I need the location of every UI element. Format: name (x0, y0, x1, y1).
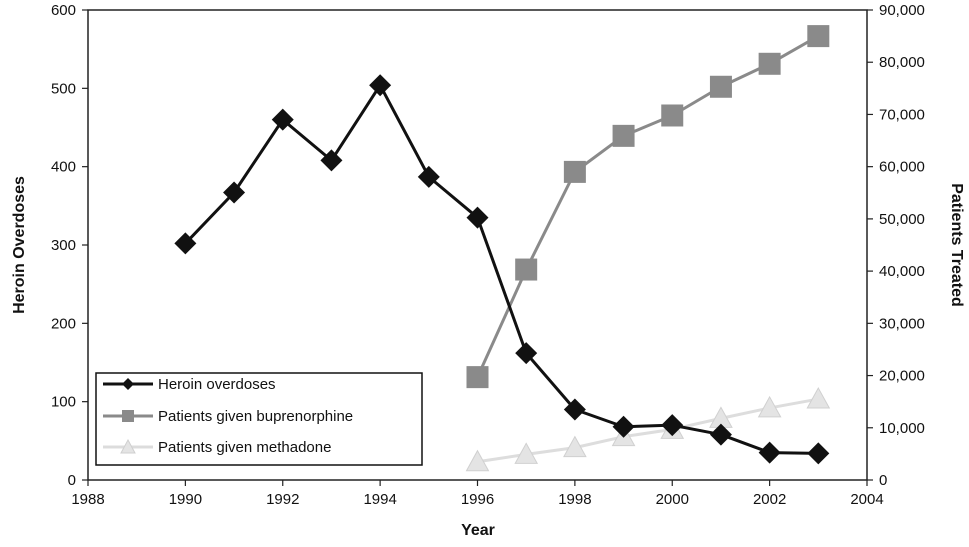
right-y-tick-label: 30,000 (879, 315, 925, 332)
data-point-triangle (465, 449, 490, 472)
right-y-tick-label: 0 (879, 472, 887, 489)
data-point-triangle (757, 395, 782, 418)
x-tick-label: 2004 (850, 491, 883, 508)
x-tick-label: 1990 (169, 491, 202, 508)
left-y-tick-label: 300 (51, 237, 76, 254)
data-point-diamond (709, 423, 732, 446)
right-y-tick-label: 80,000 (879, 54, 925, 71)
left-y-tick-label: 400 (51, 159, 76, 176)
x-tick-label: 1988 (71, 491, 104, 508)
legend-label: Patients given methadone (158, 439, 331, 456)
data-point-triangle (563, 435, 587, 458)
legend: Heroin overdoses Patients given buprenor… (95, 372, 423, 466)
x-axis-title: Year (461, 522, 495, 539)
data-point-diamond (466, 206, 489, 229)
left-y-tick-label: 200 (51, 315, 76, 332)
data-point-diamond (563, 398, 586, 421)
legend-square-marker (122, 410, 134, 422)
left-y-tick-label: 500 (51, 80, 76, 97)
left-y-tick-label: 0 (68, 472, 76, 489)
data-point-square (709, 75, 732, 98)
data-point-square (758, 52, 781, 75)
data-point-square (515, 258, 538, 281)
data-point-diamond (807, 442, 830, 465)
data-point-diamond (271, 108, 294, 131)
data-point-square (807, 25, 830, 48)
series-heroin-overdoses (174, 74, 830, 465)
legend-item-heroin-overdoses: Heroin overdoses (103, 376, 276, 393)
x-axis: 1988 1990 1992 1994 1996 1998 2000 2002 2004 (71, 480, 884, 508)
data-point-triangle (806, 387, 831, 409)
x-tick-label: 1994 (363, 491, 396, 508)
right-y-tick-label: 60,000 (879, 159, 925, 176)
right-y-axis: 0 10,000 20,000 30,000 40,000 50,000 60,000 70,… (867, 2, 925, 489)
x-tick-label: 1996 (461, 491, 494, 508)
right-y-tick-label: 50,000 (879, 211, 925, 228)
data-point-diamond (174, 232, 197, 255)
legend-diamond-marker (122, 378, 134, 390)
data-point-triangle (514, 442, 539, 464)
right-y-tick-label: 40,000 (879, 263, 925, 280)
right-y-tick-label: 90,000 (879, 2, 925, 19)
left-y-axis-title: Heroin Overdoses (11, 176, 28, 314)
legend-item-buprenorphine: Patients given buprenorphine (103, 408, 353, 425)
x-tick-label: 2002 (753, 491, 786, 508)
legend-label: Heroin overdoses (158, 376, 276, 393)
data-point-diamond (369, 74, 392, 97)
data-point-diamond (320, 149, 343, 172)
data-point-square (612, 124, 635, 147)
legend-box (95, 372, 423, 466)
series-patients-given-buprenorphine (466, 25, 830, 389)
data-point-square (466, 366, 489, 389)
series-patients-given-methadone (465, 387, 831, 472)
series-layer (174, 25, 831, 472)
series-line (477, 397, 819, 464)
data-point-diamond (661, 414, 684, 437)
right-y-axis-title: Patients Treated (948, 183, 965, 307)
x-tick-label: 2000 (656, 491, 689, 508)
data-point-diamond (758, 441, 781, 464)
data-point-diamond (612, 415, 635, 438)
data-point-diamond (515, 342, 538, 365)
legend-triangle-marker (120, 438, 136, 454)
left-y-axis: 0 100 200 300 400 500 600 (51, 2, 88, 489)
x-tick-label: 1998 (558, 491, 591, 508)
left-y-tick-label: 100 (51, 394, 76, 411)
data-point-square (563, 160, 586, 183)
right-y-tick-label: 20,000 (879, 368, 925, 385)
right-y-tick-label: 70,000 (879, 106, 925, 123)
data-point-square (661, 104, 684, 127)
left-y-tick-label: 600 (51, 2, 76, 19)
legend-label: Patients given buprenorphine (158, 408, 353, 425)
x-tick-label: 1992 (266, 491, 299, 508)
right-y-tick-label: 10,000 (879, 420, 925, 437)
data-point-diamond (417, 165, 440, 188)
legend-item-methadone: Patients given methadone (103, 438, 331, 456)
data-point-diamond (223, 181, 246, 204)
